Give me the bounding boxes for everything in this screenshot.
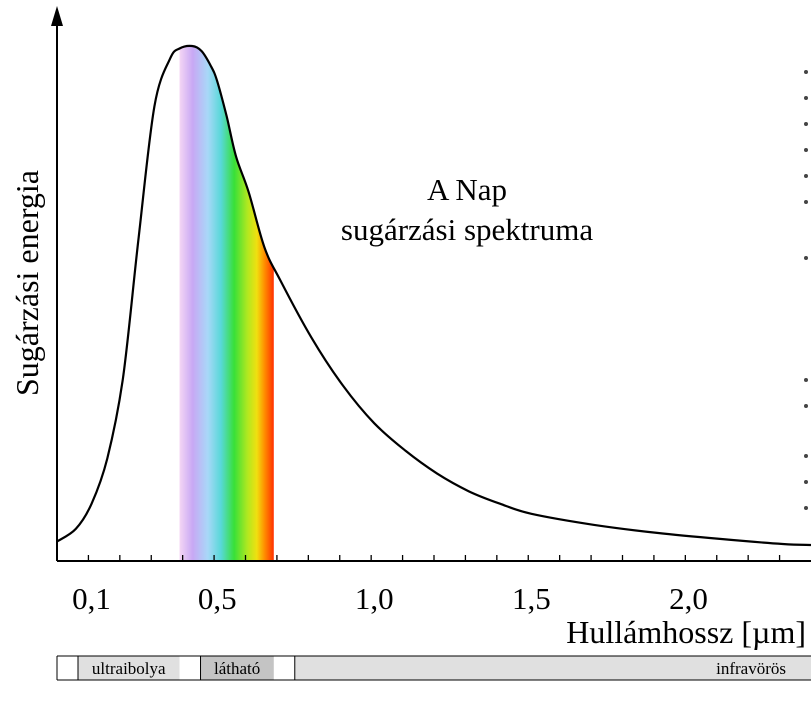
band-0 — [78, 656, 180, 680]
annotation-line-2: sugárzási spektruma — [341, 212, 593, 247]
band-1 — [200, 656, 274, 680]
visible-light-band — [179, 45, 274, 561]
annotation-line-1: A Nap — [427, 172, 507, 207]
x-tick-label: 2,0 — [669, 581, 708, 616]
x-axis-ticks — [87, 555, 781, 561]
y-axis-title: Sugárzási energia — [9, 170, 45, 396]
band-label: ultraibolya — [92, 659, 166, 678]
x-tick-label: 1,5 — [512, 581, 551, 616]
x-tick-label: 0,1 — [72, 581, 111, 616]
band-label: infravörös — [716, 659, 786, 678]
y-axis-arrow-icon — [51, 6, 63, 26]
x-tick-label: 0,5 — [198, 581, 237, 616]
band-2 — [294, 656, 811, 680]
x-tick-label: 1,0 — [355, 581, 394, 616]
spectrum-curve — [56, 44, 811, 547]
x-axis-title: Hullámhossz [µm] — [566, 614, 806, 650]
spectrum-band-row: ultraibolya látható infravörös — [56, 655, 811, 681]
band-label: látható — [214, 659, 260, 678]
x-axis-tick-labels: 0,1 0,5 1,0 1,5 2,0 — [72, 581, 708, 616]
side-decoration — [804, 70, 808, 510]
